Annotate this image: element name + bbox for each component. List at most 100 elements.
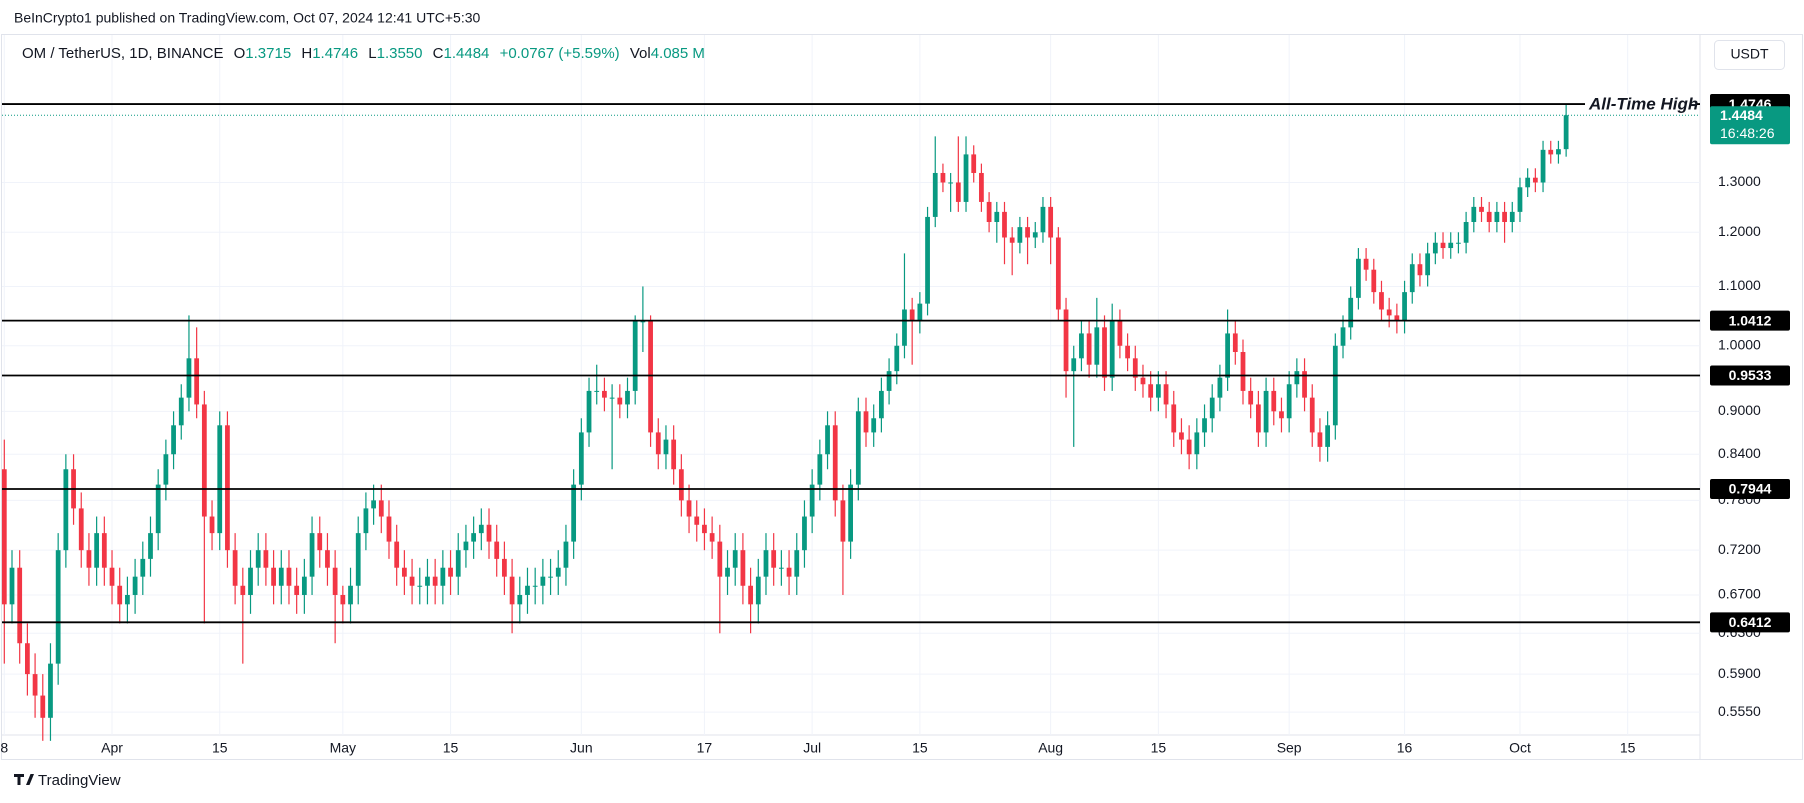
candle-body	[378, 500, 384, 517]
candle-body	[178, 397, 184, 426]
candle-body	[732, 550, 738, 568]
candle-body	[586, 390, 592, 433]
candle-body	[1271, 390, 1277, 412]
candle-body	[240, 585, 246, 595]
grid: 0.55500.59000.63000.67000.72000.78000.84…	[0, 35, 1761, 756]
candle-body	[986, 201, 992, 223]
candle-body	[1, 469, 7, 605]
candle-body	[1425, 253, 1431, 276]
candle-body	[1394, 315, 1400, 322]
candle-body	[78, 508, 84, 551]
legend-key: O	[234, 45, 246, 62]
candle-body	[1471, 206, 1477, 223]
x-tick-label: 15	[1620, 740, 1636, 756]
level-label-box	[1710, 612, 1790, 633]
candle-body	[686, 500, 692, 517]
candle-body	[578, 432, 584, 485]
candle-body	[1356, 258, 1361, 298]
legend-volume: 4.085 M	[651, 45, 705, 62]
level-label-box	[1710, 310, 1790, 331]
candle-body	[1171, 404, 1177, 433]
candle-body	[671, 439, 677, 470]
candle-body	[1217, 377, 1223, 398]
candle-body	[702, 524, 707, 534]
candle-body	[725, 567, 730, 577]
candle-body	[563, 541, 569, 568]
candle-body	[655, 432, 661, 455]
x-tick-label: Sep	[1277, 740, 1302, 756]
candle-body	[1071, 358, 1077, 372]
x-tick-label: Jul	[803, 740, 821, 756]
candle-body	[1040, 206, 1046, 233]
legend-key: C	[433, 45, 444, 62]
candle-body	[1386, 309, 1392, 316]
candle-body	[317, 533, 323, 551]
legend-value: 1.3550	[377, 45, 423, 62]
currency-label[interactable]: USDT	[1730, 46, 1769, 62]
candle-body	[1248, 390, 1254, 405]
candle-body	[748, 585, 753, 605]
x-tick-label: May	[330, 740, 356, 756]
candle-body	[1263, 390, 1269, 433]
candle-body	[786, 567, 792, 577]
candle-body	[425, 576, 430, 586]
candle-body	[1317, 432, 1323, 447]
candle-body	[386, 516, 392, 542]
candle-body	[1286, 384, 1292, 419]
candle-body	[32, 674, 38, 696]
currency-button[interactable]	[1714, 40, 1785, 70]
candle-body	[963, 154, 969, 202]
candle-body	[117, 585, 123, 605]
candle-body	[694, 516, 700, 525]
y-tick-label: 0.5900	[1718, 665, 1761, 681]
level-label-box	[1710, 478, 1790, 499]
candle-body	[1363, 258, 1369, 270]
candle-body	[917, 303, 923, 322]
candle-body	[886, 371, 892, 391]
candle-body	[94, 533, 100, 568]
candle-body	[1340, 327, 1346, 346]
candle-body	[1009, 237, 1015, 243]
candle-body	[548, 576, 553, 578]
candle-body	[1417, 264, 1423, 276]
candle-body	[48, 663, 53, 718]
candle-body	[417, 585, 423, 587]
candle-body	[717, 541, 723, 577]
candle-body	[9, 567, 15, 605]
x-tick-label: 16	[1397, 740, 1413, 756]
candle-body	[571, 484, 577, 542]
candle-body	[1532, 177, 1538, 183]
legend-value: 1.3715	[245, 45, 291, 62]
candle-body	[1025, 227, 1030, 238]
y-tick-label: 1.2000	[1718, 223, 1761, 239]
candle-body	[1125, 345, 1130, 359]
y-tick-label: 1.0000	[1718, 336, 1761, 352]
candle-body	[802, 516, 807, 551]
candle-body	[625, 390, 630, 405]
candle-body	[1240, 352, 1246, 391]
candle-body	[209, 516, 215, 534]
candle-body	[532, 585, 538, 587]
candle-body	[1540, 149, 1546, 183]
candle-body	[755, 576, 761, 605]
candle-body	[1148, 384, 1154, 398]
candle-body	[1348, 297, 1354, 328]
candle-body	[1525, 177, 1531, 188]
candle-body	[740, 550, 746, 586]
candle-body	[648, 321, 653, 433]
candle-body	[1563, 115, 1569, 150]
candle-body	[640, 321, 646, 323]
footer-text: TradingView	[38, 772, 121, 789]
x-tick-label: 17	[697, 740, 713, 756]
candle-body	[709, 533, 715, 542]
candle-body	[309, 533, 315, 577]
candle-body	[1279, 411, 1284, 419]
candle-body	[502, 558, 507, 577]
candle-body	[471, 533, 477, 542]
candle-body	[1117, 321, 1123, 346]
candle-body	[617, 397, 623, 405]
candle-body	[409, 576, 415, 586]
candle-body	[832, 425, 838, 501]
